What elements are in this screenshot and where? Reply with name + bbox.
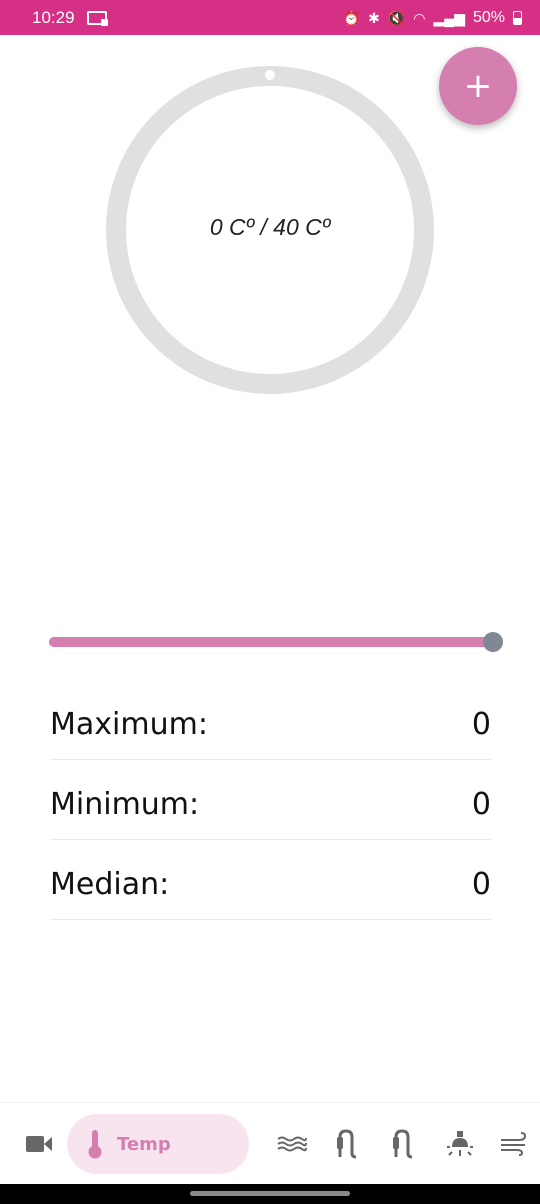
nav-item-wind[interactable] [490,1103,538,1185]
wind-icon [501,1132,527,1156]
stat-row-minimum: Minimum: 0 [50,760,491,840]
alarm-icon: ⏰ [342,9,361,26]
stat-value: 0 [471,867,491,902]
slider-fill [49,637,497,647]
soil-probe-icon-2 [393,1129,413,1159]
gauge-marker [265,70,275,80]
bottom-navigation: Temp [0,1102,540,1184]
water-waves-icon [277,1136,307,1152]
gauge-value-label: 0 Cº / 40 Cº [209,214,331,240]
slider-thumb[interactable] [483,632,503,652]
system-navigation-bar [0,1184,540,1204]
video-camera-icon [26,1136,52,1152]
nav-item-temp[interactable]: Temp [67,1114,249,1174]
status-bar: 10:29 ⏰ ✱ 🔇 ◠ ▂▄▆ 50% [0,0,540,35]
status-time: 10:29 [32,7,75,27]
light-icon [447,1131,473,1156]
temperature-gauge [106,66,434,394]
home-indicator[interactable] [190,1191,350,1196]
stat-value: 0 [471,787,491,822]
bluetooth-icon: ✱ [368,9,380,26]
notification-icon [86,10,108,26]
thermometer-icon [88,1130,102,1159]
stat-label: Maximum: [50,707,208,742]
nav-item-water[interactable] [268,1103,316,1185]
range-slider[interactable] [49,631,503,653]
status-icons: ⏰ ✱ 🔇 ◠ ▂▄▆ 50% [343,9,522,27]
nav-item-soil-probe-1[interactable] [324,1103,372,1185]
wifi-icon: ◠ [413,9,426,26]
nav-item-soil-probe-2[interactable] [380,1103,428,1185]
stat-label: Minimum: [50,787,200,822]
signal-icon: ▂▄▆ [433,9,465,26]
battery-percent: 50% [472,8,505,26]
nav-item-light[interactable] [436,1103,484,1185]
stat-row-maximum: Maximum: 0 [50,680,491,760]
battery-icon [513,10,522,25]
stat-label: Median: [50,867,170,902]
add-button[interactable]: + [439,47,517,125]
soil-probe-icon [337,1129,357,1159]
mute-icon: 🔇 [387,9,406,26]
stat-value: 0 [471,707,491,742]
stat-row-median: Median: 0 [50,840,491,920]
nav-item-camera[interactable] [14,1103,64,1185]
stats-list: Maximum: 0 Minimum: 0 Median: 0 [50,680,491,920]
nav-item-temp-label: Temp [117,1133,171,1155]
